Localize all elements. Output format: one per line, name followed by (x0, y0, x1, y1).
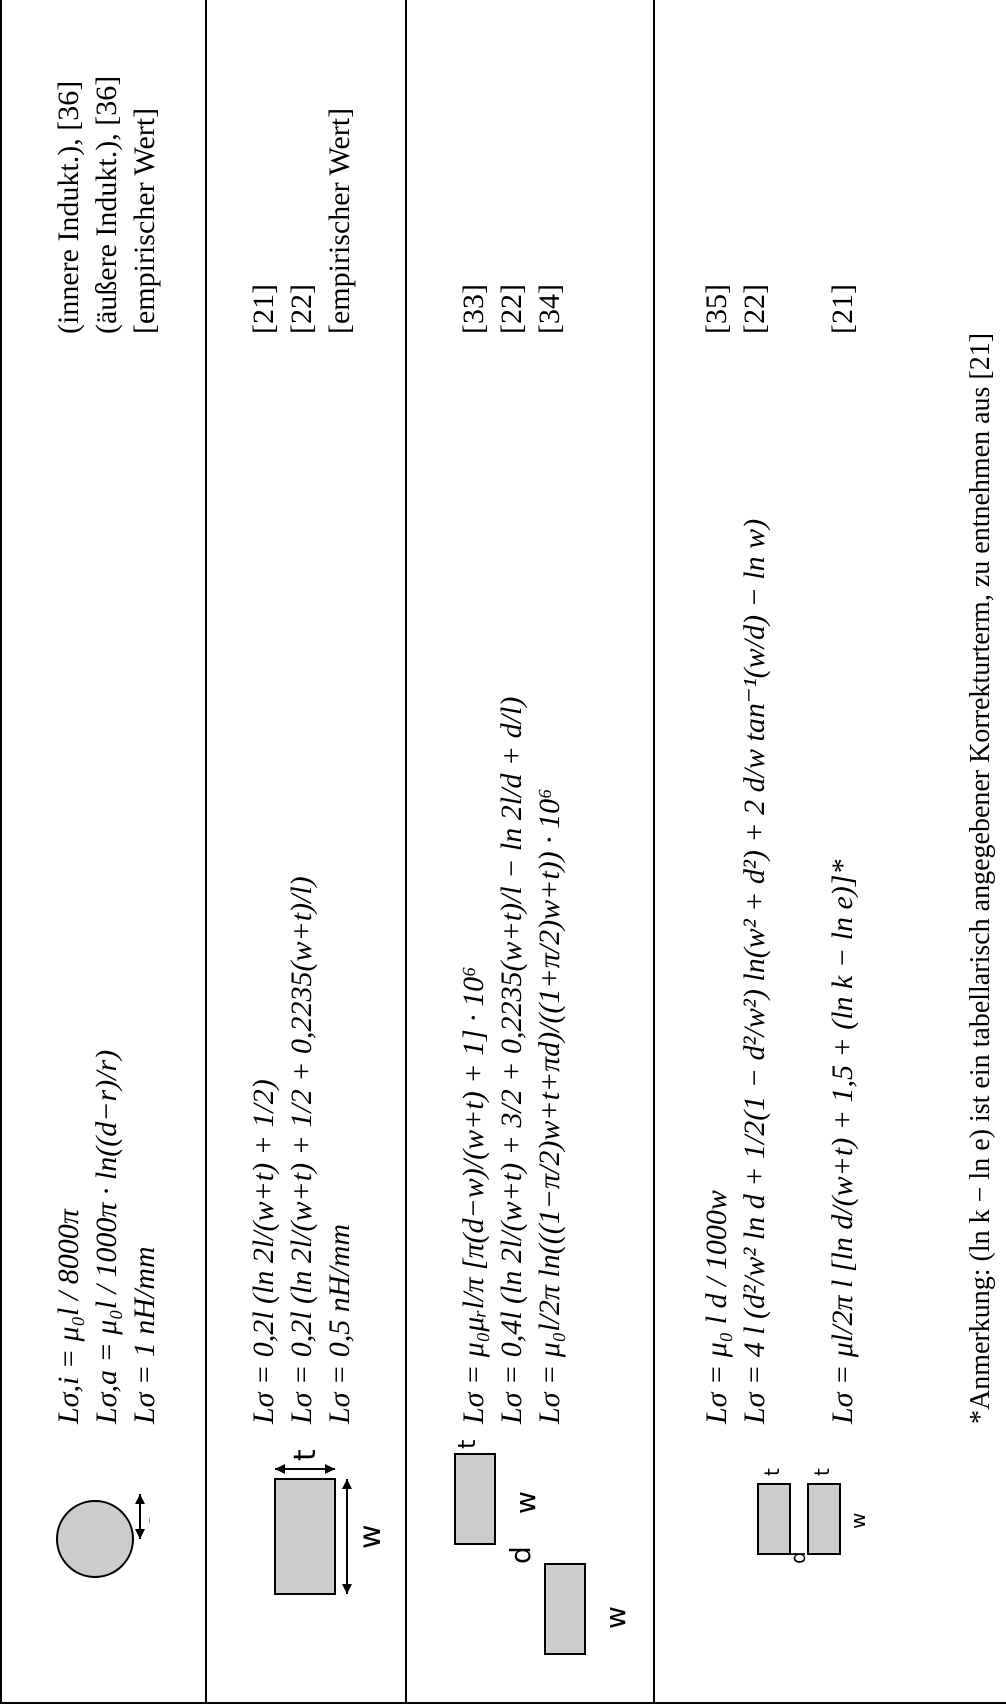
formula-block: Lσ,i = μ₀l / 8000π Lσ,a = μ₀l / 1000π · … (50, 1050, 164, 1424)
fig-label-d: d (786, 1551, 810, 1564)
reference: [35] (700, 284, 733, 334)
reference-block: [33] [22] [34] (455, 284, 569, 334)
formula-block: Lσ = μ₀ l d / 1000w Lσ = 4 l (d²/w² ln d… (698, 519, 862, 1424)
fig-label-t: t (810, 1468, 834, 1476)
table-row: 2r Lσ,i = μ₀l / 8000π Lσ,a = μ₀l / 1000π… (0, 0, 205, 1704)
formula: Lσ = μ₀l/2π ln(((1−π/2)w+t+πd)/((1+π/2)w… (533, 788, 566, 1424)
reference: [22] (738, 284, 771, 334)
formula: Lσ = 0,4l (ln 2l/(w+t) + 3/2 + 0,2235(w+… (495, 696, 528, 1424)
reference-block: [35] [22] [21] (698, 284, 862, 334)
reference: (innere Indukt.), [36] (52, 80, 85, 334)
formula: Lσ = μ₀μᵣl/π [π(d−w)/(w+t) + 1] · 10⁶ (457, 966, 490, 1424)
formula: Lσ = μ₀ l d / 1000w (700, 1190, 733, 1424)
reference: [22] (495, 284, 528, 334)
footnote: *Anmerkung: (ln k − ln e) ist ein tabell… (965, 332, 996, 1424)
fig-label-t: t (453, 1440, 481, 1449)
round-conductor-icon: 2r (56, 1494, 150, 1578)
formula: Lσ,a = μ₀l / 1000π · ln((d−r)/r) (90, 1049, 123, 1424)
formula: Lσ = 0,2l (ln 2l/(w+t) + 1/2 + 0,2235(w+… (285, 876, 318, 1424)
fig-label-t: t (760, 1468, 784, 1476)
fig-label-w: w (509, 1491, 542, 1514)
reference: [34] (533, 284, 566, 334)
formula: Lσ = 0,5 nH/mm (323, 1223, 356, 1424)
fig-label-t: t (288, 1449, 323, 1461)
flat-conductor-icon: w t (274, 1449, 385, 1595)
formula: Lσ,i = μ₀l / 8000π (52, 1209, 85, 1424)
fig-label-w: w (353, 1524, 385, 1549)
formula: Lσ = μl/2π l [ln d/(w+t) + 1,5 + (ln k −… (826, 859, 859, 1424)
fig-label-w: w (599, 1606, 632, 1629)
formula-block: Lσ = μ₀μᵣl/π [π(d−w)/(w+t) + 1] · 10⁶ Lσ… (455, 697, 569, 1424)
reference: [empirischer Wert] (323, 107, 356, 334)
reference-block: [21] [22] [empirischer Wert] (245, 108, 359, 334)
reference: [22] (285, 284, 318, 334)
parallel-conductors-icon: w w d t (453, 1440, 632, 1655)
fig-label-w: w (846, 1513, 870, 1529)
formula: Lσ = 1 nH/mm (128, 1246, 161, 1424)
reference: [empirischer Wert] (128, 107, 161, 334)
table-row: w w d t Lσ = μ₀μᵣl/π [π(d−w)/(w+t) + 1] … (405, 0, 653, 1704)
reference: [21] (247, 284, 280, 334)
reference: [21] (826, 284, 859, 334)
reference-block: (innere Indukt.), [36] (äußere Indukt.),… (50, 76, 164, 334)
reference: (äußere Indukt.), [36] (90, 75, 123, 334)
reference: [33] (457, 284, 490, 334)
stacked-conductors-icon: t t d w (757, 1468, 870, 1564)
table-row: w t Lσ = 0,2l (ln 2l/(w+t) + 1/2) Lσ = 0… (205, 0, 405, 1704)
fig-label-d: d (504, 1546, 537, 1564)
formula: Lσ = 0,2l (ln 2l/(w+t) + 1/2) (247, 1079, 280, 1424)
fig-label-r: 2r (145, 1497, 150, 1529)
table-row: t t d w Lσ = μ₀ l d / 1000w Lσ = 4 l (d²… (653, 0, 953, 1704)
formula: Lσ = 4 l (d²/w² ln d + 1/2(1 − d²/w²) ln… (738, 518, 771, 1424)
formula-block: Lσ = 0,2l (ln 2l/(w+t) + 1/2) Lσ = 0,2l … (245, 876, 359, 1424)
